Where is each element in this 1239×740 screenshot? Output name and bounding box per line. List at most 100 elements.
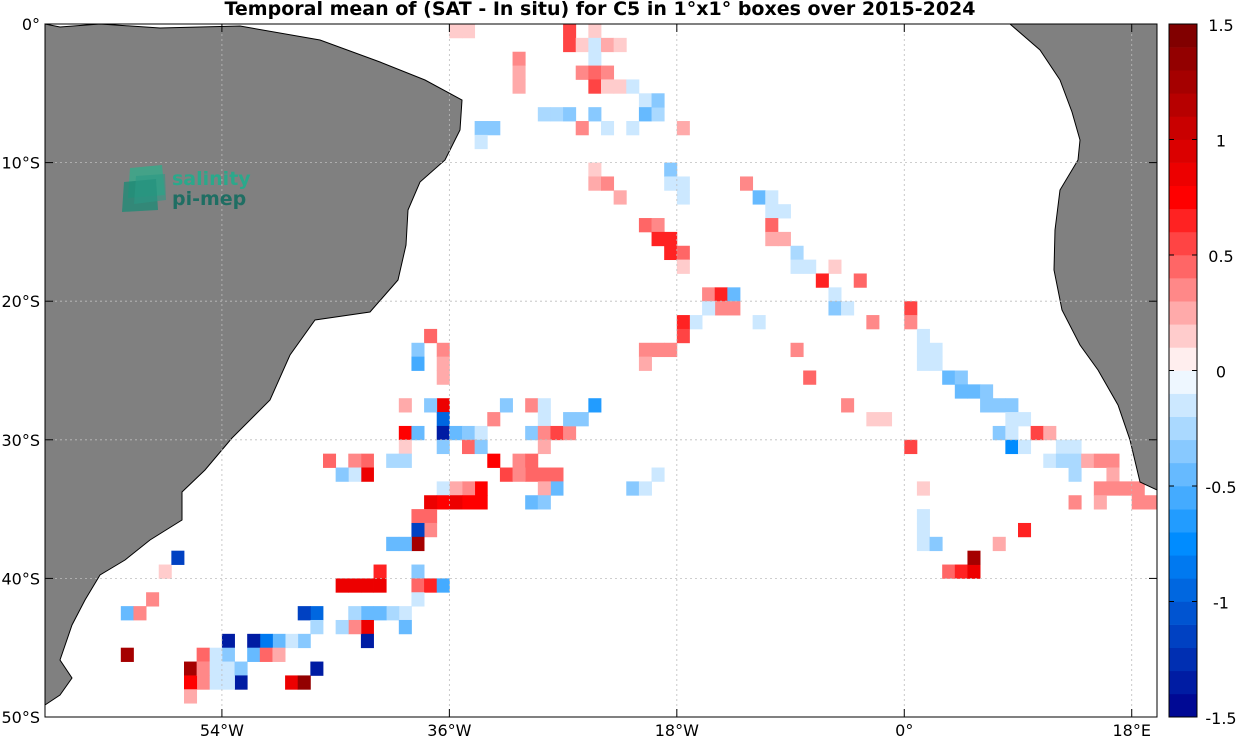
grid-cell — [436, 578, 450, 593]
grid-cell — [360, 578, 374, 593]
grid-cell — [335, 619, 349, 635]
grid-cell — [676, 245, 690, 261]
logo-text-pimep: pi-mep — [172, 188, 246, 210]
grid-cell — [449, 481, 463, 496]
grid-cell — [234, 675, 248, 690]
colorbar-tick-label: 1 — [1216, 132, 1226, 151]
grid-cell — [651, 218, 665, 233]
grid-cell — [664, 245, 678, 261]
grid-cell — [398, 619, 412, 635]
colorbar-segment — [1169, 416, 1197, 441]
grid-cell — [638, 342, 652, 358]
colorbar-segment — [1169, 116, 1197, 140]
grid-cell — [942, 564, 956, 579]
grid-cell — [411, 522, 425, 538]
grid-cell — [462, 495, 476, 510]
grid-cell — [411, 592, 425, 607]
grid-cell — [1106, 453, 1120, 468]
grid-cell — [790, 342, 804, 358]
grid-cell — [512, 79, 526, 94]
grid-cell — [398, 453, 412, 468]
grid-cell — [411, 342, 425, 358]
x-tick-label: 36°W — [427, 721, 471, 740]
colorbar-tick-label: 1.5 — [1208, 16, 1233, 35]
grid-cell — [398, 536, 412, 552]
grid-cell — [651, 107, 665, 122]
grid-cell — [626, 481, 640, 496]
grid-cell — [373, 606, 387, 621]
grid-cell — [297, 675, 311, 690]
grid-cell — [411, 564, 425, 579]
grid-cell — [651, 342, 665, 358]
grid-cell — [740, 176, 754, 191]
grid-cell — [360, 633, 374, 649]
grid-cell — [702, 287, 716, 302]
grid-cell — [247, 633, 261, 649]
grid-cell — [462, 481, 476, 496]
grid-cell — [638, 481, 652, 496]
grid-cell — [613, 79, 627, 94]
grid-cell — [525, 453, 539, 468]
grid-cell — [1068, 453, 1082, 468]
grid-cell — [525, 467, 539, 482]
grid-cell — [664, 162, 678, 177]
grid-cell — [436, 412, 450, 427]
grid-cell — [714, 301, 728, 316]
grid-cell — [676, 190, 690, 205]
grid-cell — [335, 578, 349, 593]
grid-cell — [588, 162, 602, 177]
grid-cell — [424, 328, 438, 344]
colorbar-segment — [1169, 93, 1197, 117]
grid-cell — [1005, 398, 1019, 413]
grid-cell — [904, 315, 918, 330]
grid-cell — [411, 356, 425, 371]
grid-cell — [638, 356, 652, 371]
grid-cell — [1055, 453, 1069, 468]
grid-cell — [146, 592, 160, 607]
grid-cell — [601, 65, 615, 80]
colorbar-segment — [1169, 47, 1197, 71]
grid-cell — [196, 675, 210, 690]
grid-cell — [323, 453, 337, 468]
grid-cell — [386, 606, 400, 621]
grid-cell — [714, 287, 728, 302]
grid-cell — [436, 342, 450, 358]
grid-cell — [638, 93, 652, 108]
grid-cell — [1093, 453, 1107, 468]
grid-cell — [904, 301, 918, 316]
grid-cell — [550, 467, 564, 482]
colorbar-tick-label: -1 — [1213, 594, 1229, 613]
grid-cell — [398, 398, 412, 413]
grid-cell — [1005, 412, 1019, 427]
grid-cell — [765, 190, 779, 205]
grid-cell — [537, 467, 551, 482]
grid-cell — [411, 425, 425, 441]
grid-cell — [285, 675, 299, 690]
grid-cell — [588, 51, 602, 66]
grid-cell — [348, 578, 362, 593]
grid-cell — [563, 412, 577, 427]
grid-cell — [853, 273, 867, 288]
grid-cell — [525, 495, 539, 510]
grid-cell — [651, 231, 665, 247]
colorbar-segment — [1169, 162, 1197, 186]
colorbar-segment — [1169, 301, 1197, 325]
grid-cell — [436, 356, 450, 371]
grid-cell — [272, 647, 286, 662]
grid-cell — [184, 661, 198, 676]
grid-cell — [992, 425, 1006, 441]
colorbar-segment — [1169, 439, 1197, 464]
grid-cell — [980, 398, 994, 413]
colorbar-segment — [1169, 647, 1197, 672]
grid-cell — [651, 467, 665, 482]
grid-cell — [980, 384, 994, 399]
grid-cell — [537, 439, 551, 455]
grid-cell — [790, 259, 804, 274]
grid-cell — [436, 425, 450, 441]
grid-cell — [462, 425, 476, 441]
africa-land — [1008, 23, 1158, 491]
grid-cell — [424, 522, 438, 538]
grid-cell — [436, 481, 450, 496]
grid-cell — [1055, 439, 1069, 455]
colorbar-ticks: 1.5 1 0.5 0 -0.5 -1 -1.5 — [1169, 16, 1237, 728]
